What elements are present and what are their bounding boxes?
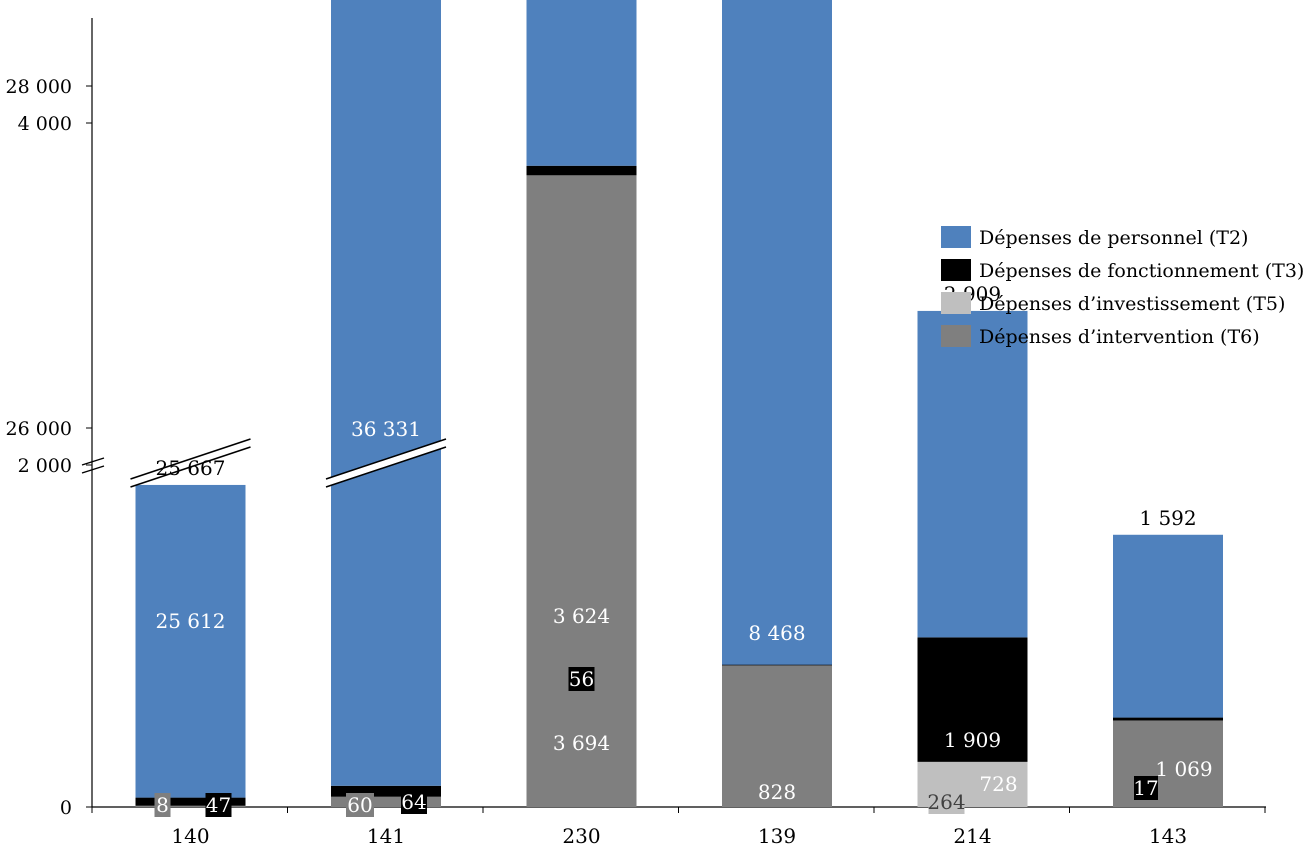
data-label: 17 (1133, 776, 1158, 800)
bar-segment (526, 175, 637, 808)
data-label: 828 (758, 780, 796, 804)
category-label: 230 (562, 824, 600, 848)
bar-segment (135, 805, 246, 807)
data-label-box (928, 790, 965, 814)
data-label: 1 069 (1155, 757, 1212, 781)
y-tick-label: 2 000 (18, 455, 72, 477)
data-label: 25 612 (156, 609, 226, 633)
category-label: 140 (171, 824, 209, 848)
legend-swatch (941, 226, 971, 248)
bar-break-gap (326, 439, 446, 487)
bar-segment (331, 785, 441, 797)
axis-break-mark (81, 465, 105, 474)
data-label-box (346, 793, 374, 817)
total-label: 25 667 (156, 456, 226, 480)
data-label: 264 (927, 790, 965, 814)
data-label-box (568, 667, 595, 691)
y-tick-label: 28 000 (6, 76, 72, 98)
bar-segment (526, 0, 637, 166)
data-label: 64 (401, 790, 426, 814)
bar-segment (917, 310, 1028, 638)
bar-segment (331, 0, 441, 786)
data-label: 3 694 (553, 731, 610, 755)
data-label: 60 (347, 793, 372, 817)
legend-swatch (941, 292, 971, 314)
bar-segment (722, 665, 832, 807)
data-label: 728 (979, 772, 1017, 796)
data-label: 36 331 (351, 417, 421, 441)
labels: 25 66714036 4571417 3742309 3001392 9092… (154, 282, 1213, 848)
bar-break-line (325, 438, 447, 480)
bar-break-gap (130, 439, 251, 487)
data-label: 56 (569, 667, 594, 691)
data-label-box (1134, 776, 1158, 800)
data-label: 8 (156, 793, 169, 817)
bar-segment (331, 796, 441, 807)
category-label: 139 (758, 824, 796, 848)
y-tick-label: 4 000 (18, 113, 72, 135)
bar-segment (135, 484, 246, 798)
bars (130, 0, 1223, 808)
bar-segment (135, 797, 246, 806)
y-tick-label: 26 000 (6, 418, 72, 440)
bar-break-line (325, 446, 447, 488)
bar-break-line (130, 438, 251, 480)
data-label: 47 (206, 793, 231, 817)
data-label: 3 624 (553, 604, 610, 628)
total-label: 1 592 (1139, 506, 1196, 530)
bar-segment (526, 165, 637, 176)
legend-swatch (941, 259, 971, 281)
y-tick-label: 0 (60, 797, 72, 819)
category-label: 214 (953, 824, 991, 848)
bar-segment (1113, 720, 1223, 807)
bar-segment (917, 637, 1028, 762)
legend-label: Dépenses de personnel (T2) (979, 227, 1248, 249)
bar-segment (1113, 534, 1223, 718)
category-label: 141 (367, 824, 405, 848)
legend: Dépenses de personnel (T2) Dépenses de fo… (941, 226, 1303, 348)
legend-swatch (941, 325, 971, 347)
data-label-box (401, 790, 427, 814)
legend-label: Dépenses d’intervention (T6) (979, 326, 1260, 348)
legend-label: Dépenses d’investissement (T5) (979, 293, 1285, 315)
bar-break-line (130, 446, 251, 488)
data-label-box (154, 793, 171, 817)
data-label-box (205, 793, 232, 817)
legend-label: Dépenses de fonctionnement (T3) (979, 260, 1303, 282)
data-label: 1 909 (944, 728, 1001, 752)
bar-segment (722, 0, 832, 665)
data-label: 8 468 (748, 621, 805, 645)
bar-segment (1113, 717, 1223, 721)
axis-break-mark (81, 457, 105, 466)
category-label: 143 (1149, 824, 1187, 848)
